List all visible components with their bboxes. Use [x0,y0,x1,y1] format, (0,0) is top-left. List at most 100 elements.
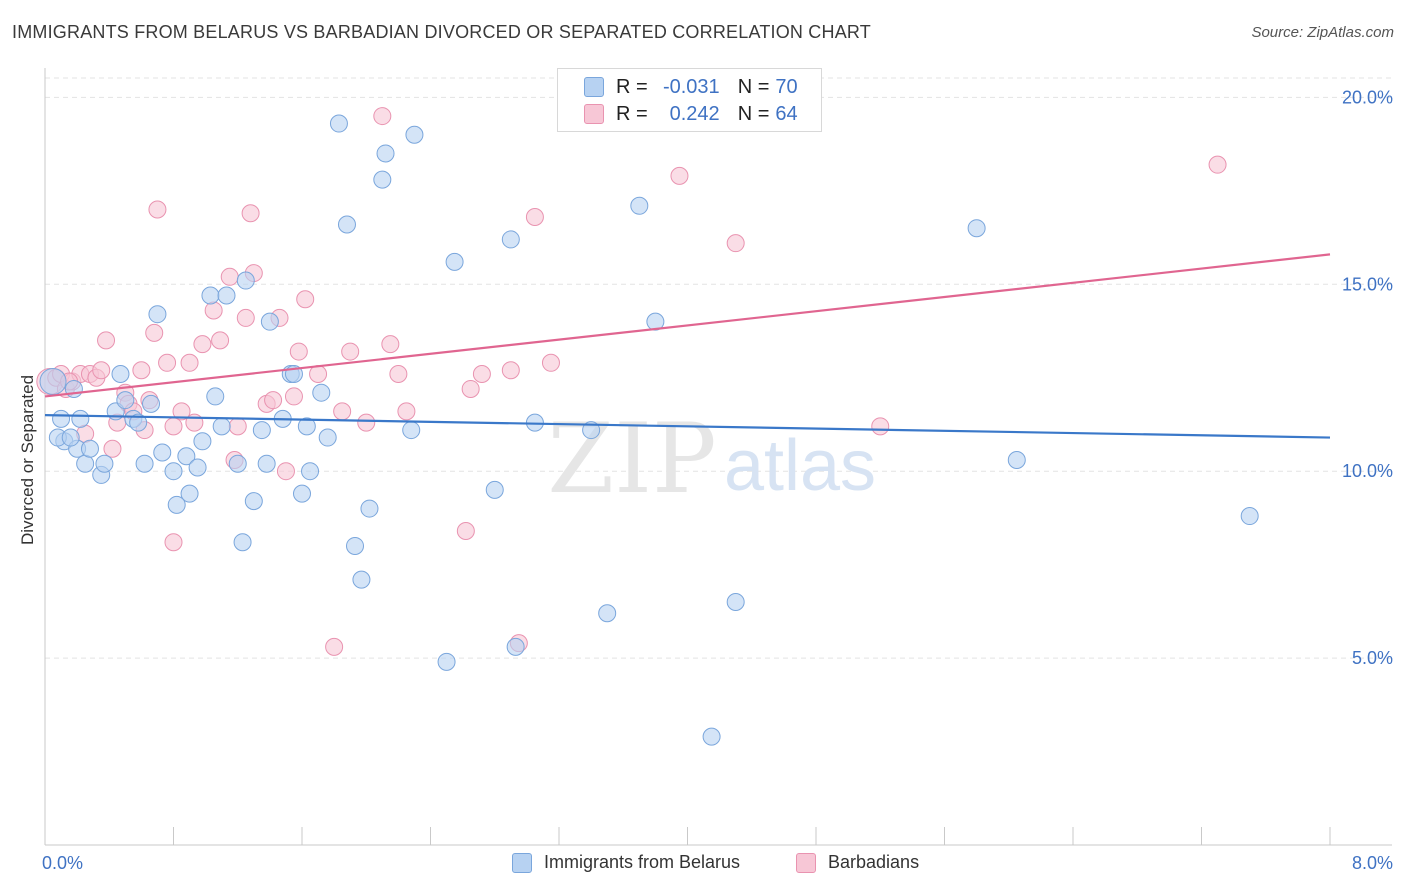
data-point-belarus [153,443,172,462]
trend-line-belarus [44,414,1331,439]
legend-item-barbadians[interactable]: Barbadians [796,852,919,873]
data-point-belarus [61,428,80,447]
legend-n-label: N = [737,102,770,125]
data-point-barbadians [397,402,416,421]
data-point-belarus [148,305,167,324]
data-point-belarus [297,417,316,436]
data-point-barbadians [148,200,167,219]
data-point-barbadians [132,361,151,380]
data-point-belarus [193,432,212,451]
legend-swatch-blue [512,852,532,873]
data-point-belarus [217,286,236,305]
data-point-barbadians [158,353,177,372]
data-point-barbadians [241,204,260,223]
gridlines [45,77,1392,659]
legend-r-value: -0.031 [662,75,720,98]
chart-title: IMMIGRANTS FROM BELARUS VS BARBADIAN DIV… [12,22,871,42]
y-tick-label: 15.0% [1342,274,1393,294]
data-point-belarus [318,428,337,447]
series-barbadians [36,107,1227,656]
legend-swatch-pink [796,852,816,873]
data-point-barbadians [333,402,352,421]
data-point-barbadians [228,417,247,436]
data-point-belarus [80,439,99,458]
data-point-barbadians [204,301,223,320]
watermark-atlas: atlas [724,426,876,506]
data-point-belarus [188,458,207,477]
data-point-barbadians [289,342,308,361]
trend-line-barbadians [44,253,1331,398]
data-point-belarus [501,230,520,249]
data-point-barbadians [264,391,283,410]
data-point-belarus [702,727,721,746]
data-point-barbadians [180,353,199,372]
data-point-barbadians [456,522,475,540]
data-point-belarus [506,637,525,656]
data-point-belarus [244,492,263,511]
x-tick-label: 0.0% [42,853,83,873]
data-point-belarus [212,417,231,436]
legend-label: Immigrants from Belarus [544,852,741,872]
data-point-barbadians [389,365,408,383]
data-point-barbadians [164,417,183,436]
data-point-belarus [646,312,665,331]
data-point-belarus [485,480,504,499]
data-point-barbadians [325,637,344,656]
y-tick-label: 10.0% [1342,461,1393,481]
data-point-belarus [726,593,745,612]
data-point-belarus [445,252,464,271]
data-point-barbadians [525,208,544,226]
axes [44,68,1392,846]
legend-r-label: R = [616,102,648,125]
data-point-barbadians [341,342,360,361]
data-point-barbadians [164,533,183,552]
data-point-belarus [329,114,348,133]
data-point-belarus [164,462,183,481]
data-point-belarus [337,215,356,234]
data-point-barbadians [670,166,689,185]
data-point-belarus [301,462,320,481]
data-point-belarus [233,533,252,552]
data-point-belarus [346,536,365,555]
data-point-belarus [257,454,276,473]
data-point-belarus [312,383,331,402]
y-tick-label: 5.0% [1352,648,1393,668]
data-point-belarus [71,409,90,428]
data-point-barbadians [501,361,520,380]
data-point-belarus [142,394,161,413]
legend-r-label: R = [616,75,648,98]
data-point-belarus [201,286,220,305]
data-point-belarus [39,367,67,395]
data-point-barbadians [220,267,239,286]
data-point-belarus [373,170,392,189]
data-point-belarus [402,421,421,440]
data-point-barbadians [357,413,376,432]
data-point-belarus [252,421,271,440]
data-point-barbadians [97,331,116,350]
legend-item-belarus[interactable]: Immigrants from Belarus [512,852,740,873]
data-point-barbadians [472,365,491,383]
data-point-belarus [116,391,135,410]
data-point-belarus [437,652,456,671]
data-point-barbadians [145,323,164,342]
data-point-barbadians [726,234,745,253]
data-point-belarus [177,447,196,466]
x-tick-label: 8.0% [1352,853,1393,873]
data-point-belarus [405,125,424,144]
data-point-belarus [236,271,255,290]
data-point-belarus [260,312,279,331]
data-point-barbadians [276,462,295,481]
series-immigrants-from-belarus [39,114,1259,746]
data-point-barbadians [172,402,191,421]
data-point-belarus [135,454,154,473]
legend-n-label: N = [737,75,770,98]
data-point-barbadians [871,417,890,436]
legend-r-value: 0.242 [669,102,720,125]
data-point-barbadians [381,335,400,354]
trend-lines [44,253,1331,439]
legend-swatch-pink [584,104,604,124]
data-point-barbadians [296,290,315,309]
data-point-barbadians [461,379,480,398]
legend-row-belarus: R = -0.031 N = 70 [584,74,798,100]
watermark-zip: ZIP [547,403,716,515]
